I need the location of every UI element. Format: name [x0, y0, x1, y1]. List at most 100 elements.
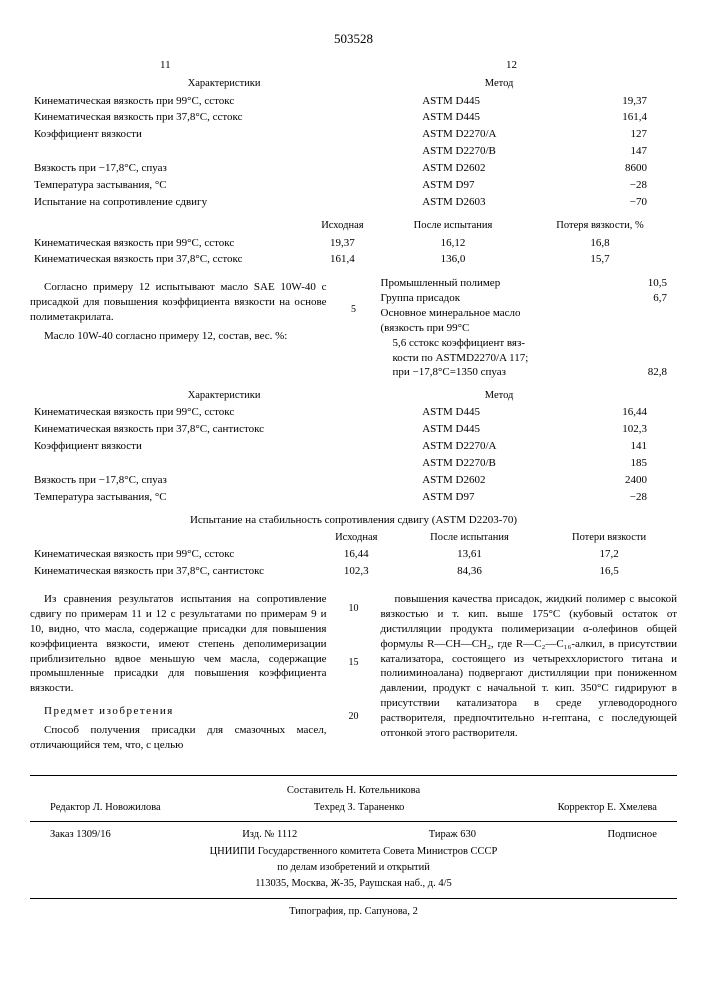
footer-print: Типография, пр. Сапунова, 2 [30, 905, 677, 919]
t1-r6-v: −70 [580, 194, 677, 211]
t4-r1-l: Кинематическая вязкость при 37,8°С, сант… [30, 563, 315, 580]
t1-r5-m: ASTM D97 [418, 177, 580, 194]
t2-r0-b: 16,12 [383, 235, 523, 252]
footer-compiler: Составитель Н. Котельникова [30, 784, 677, 798]
t3-r4-l: Вязкость при −17,8°С, спуаз [30, 472, 418, 489]
page-right: 12 [506, 58, 517, 73]
body-left-p2: Способ получения присадки для смазочных … [30, 723, 327, 753]
page-numbers: 11 12 [30, 58, 677, 73]
t4-r1-b: 84,36 [398, 563, 541, 580]
t1-hdr-char: Характеристики [30, 76, 418, 92]
t2-h2: После испытания [383, 218, 523, 234]
footer-order: Заказ 1309/16 [50, 828, 111, 842]
t3-r0-v: 16,44 [580, 404, 677, 421]
mr-5-l: кости по ASTMD2270/A 117; [393, 351, 529, 366]
t1-r1-m: ASTM D445 [418, 109, 580, 126]
t2-h3: Потеря вязкости, % [523, 218, 677, 234]
t3-r4-m: ASTM D2602 [418, 472, 580, 489]
t1-r1-l: Кинематическая вязкость при 37,8°С, ссто… [30, 109, 418, 126]
t4-h2: После испытания [398, 530, 541, 546]
line-5: 5 [351, 304, 356, 315]
t1-r4-v: 8600 [580, 160, 677, 177]
table-1: Характеристики Метод Кинематическая вязк… [30, 76, 677, 210]
t2-r0-c: 16,8 [523, 235, 677, 252]
t1-r5-l: Температура застывания, °С [30, 177, 418, 194]
table-3: Характеристики Метод Кинематическая вязк… [30, 388, 677, 505]
mr-1-v: 6,7 [653, 291, 677, 306]
mr-0-l: Промышленный полимер [381, 276, 501, 291]
body-right-p: повышения качества присадок, жидкий поли… [381, 592, 678, 740]
table-2: Исходная После испытания Потеря вязкости… [30, 218, 677, 268]
t1-r6-l: Испытание на сопротивление сдвигу [30, 194, 418, 211]
t1-r3-m: ASTM D2270/B [418, 143, 580, 160]
t3-hdr-method: Метод [418, 388, 580, 404]
t3-r2-l: Коэффициент вязкости [30, 438, 418, 455]
t2-r1-b: 136,0 [383, 251, 523, 268]
t4-r0-c: 17,2 [541, 546, 677, 563]
t2-r0-a: 19,37 [302, 235, 383, 252]
t3-hdr-char: Характеристики [30, 388, 418, 404]
t1-r4-m: ASTM D2602 [418, 160, 580, 177]
t4-r1-c: 16,5 [541, 563, 677, 580]
t1-r0-m: ASTM D445 [418, 93, 580, 110]
footer-org: ЦНИИПИ Государственного комитета Совета … [30, 845, 677, 859]
t2-h1: Исходная [302, 218, 383, 234]
t3-r3-l [30, 455, 418, 472]
t4-h1: Исходная [315, 530, 398, 546]
mr-4-l: 5,6 сстокс коэффициент вяз- [393, 336, 526, 351]
t3-r1-v: 102,3 [580, 421, 677, 438]
footer-izd: Изд. № 1112 [242, 828, 297, 842]
table-4: Исходная После испытания Потери вязкости… [30, 530, 677, 580]
t1-r5-v: −28 [580, 177, 677, 194]
t3-r4-v: 2400 [580, 472, 677, 489]
t3-r1-m: ASTM D445 [418, 421, 580, 438]
t1-r3-l [30, 143, 418, 160]
t2-r1-l: Кинематическая вязкость при 37,8°С, ссто… [30, 251, 302, 268]
t1-r4-l: Вязкость при −17,8°С, спуаз [30, 160, 418, 177]
footer-org2: по делам изобретений и открытий [30, 861, 677, 875]
t1-r0-l: Кинематическая вязкость при 99°С, сстокс [30, 93, 418, 110]
mr-2-l: Основное минеральное масло [381, 306, 521, 321]
t3-r0-m: ASTM D445 [418, 404, 580, 421]
footer-addr: 113035, Москва, Ж-35, Раушская наб., д. … [30, 877, 677, 891]
t3-r1-l: Кинематическая вязкость при 37,8°С, сант… [30, 421, 418, 438]
t4-r1-a: 102,3 [315, 563, 398, 580]
t2-r1-a: 161,4 [302, 251, 383, 268]
line-20: 20 [349, 711, 359, 722]
footer-tiraz: Тираж 630 [429, 828, 476, 842]
body-columns: Из сравнения результатов испытания на со… [30, 588, 677, 756]
body-left-p1: Из сравнения результатов испытания на со… [30, 592, 327, 696]
t4-title: Испытание на стабильность сопротивления … [30, 513, 677, 528]
t4-r0-b: 13,61 [398, 546, 541, 563]
footer-editor: Редактор Л. Новожилова [50, 801, 161, 815]
t1-r2-l: Коэффициент вязкости [30, 126, 418, 143]
t4-r0-a: 16,44 [315, 546, 398, 563]
t3-r5-l: Температура застывания, °С [30, 489, 418, 506]
mr-3-l: (вязкость при 99°С [381, 321, 470, 336]
line-15: 15 [349, 657, 359, 668]
t1-r2-v: 127 [580, 126, 677, 143]
t1-hdr-method: Метод [418, 76, 580, 92]
mr-6-l: при −17,8°С=1350 спуаз [393, 365, 507, 380]
t3-r5-v: −28 [580, 489, 677, 506]
t3-r3-v: 185 [580, 455, 677, 472]
t3-r3-m: ASTM D2270/B [418, 455, 580, 472]
t1-r2-m: ASTM D2270/A [418, 126, 580, 143]
t1-r6-m: ASTM D2603 [418, 194, 580, 211]
footer-corrector: Корректор Е. Хмелева [558, 801, 657, 815]
mid-left-p1: Согласно примеру 12 испытывают масло SAE… [30, 280, 327, 325]
t1-r3-v: 147 [580, 143, 677, 160]
t3-r2-m: ASTM D2270/A [418, 438, 580, 455]
mr-1-l: Группа присадок [381, 291, 461, 306]
line-10: 10 [349, 603, 359, 614]
patent-number: 503528 [30, 30, 677, 48]
page-left: 11 [160, 58, 171, 73]
t3-r2-v: 141 [580, 438, 677, 455]
t4-h3: Потери вязкости [541, 530, 677, 546]
footer: Составитель Н. Котельникова Редактор Л. … [30, 775, 677, 919]
t3-r5-m: ASTM D97 [418, 489, 580, 506]
mr-6-v: 82,8 [648, 365, 677, 380]
t1-r0-v: 19,37 [580, 93, 677, 110]
middle-columns: Согласно примеру 12 испытывают масло SAE… [30, 276, 677, 380]
t1-r1-v: 161,4 [580, 109, 677, 126]
